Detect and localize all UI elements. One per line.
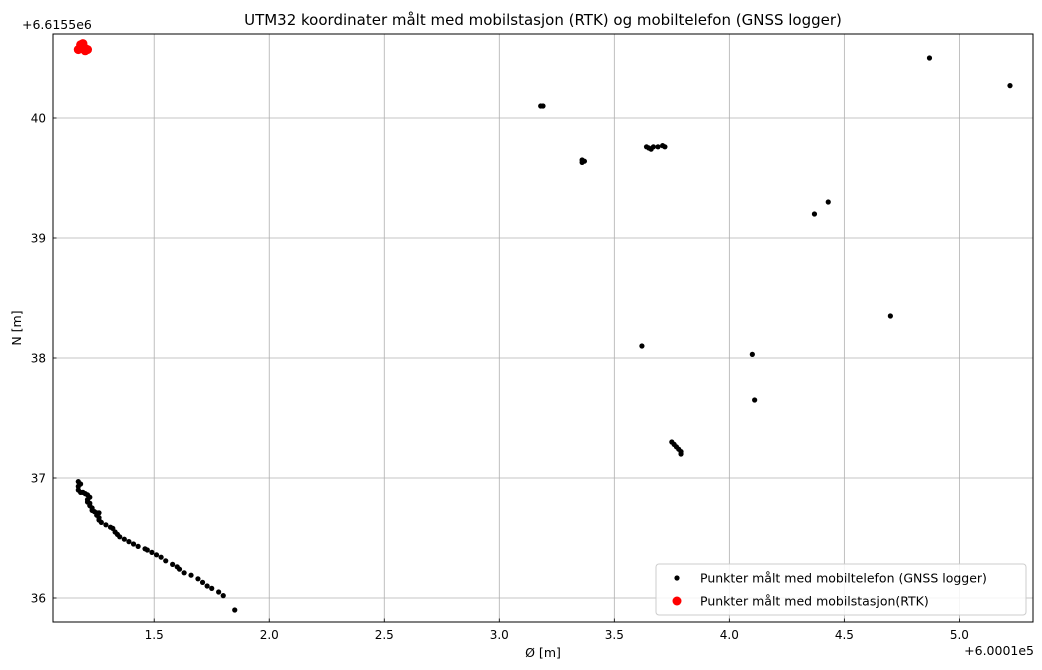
gnss-point [149, 549, 155, 556]
gnss-point [216, 589, 222, 595]
gnss-point [130, 541, 137, 547]
gnss-point [195, 576, 201, 582]
gnss-point [176, 566, 183, 572]
series-1 [73, 39, 93, 56]
legend-marker-rtk [672, 596, 682, 606]
gnss-point [887, 313, 893, 319]
rtk-point [78, 39, 88, 49]
x-tick-label: 4.0 [720, 628, 739, 642]
gnss-point [581, 158, 588, 164]
x-tick-label: 2.5 [375, 628, 394, 642]
gnss-point [158, 554, 164, 560]
gnss-point [220, 593, 226, 599]
y-tick-label: 36 [31, 592, 46, 606]
gnss-point [170, 561, 176, 568]
legend: Punkter målt med mobiltelefon (GNSS logg… [655, 563, 1027, 616]
x-axis-label: Ø [m] [525, 645, 561, 660]
legend-box [655, 563, 1027, 616]
gnss-point [655, 144, 661, 150]
x-tick-label: 2.0 [260, 628, 279, 642]
legend-label-rtk: Punkter målt med mobilstasjon(RTK) [700, 594, 929, 609]
gnss-point [232, 607, 238, 613]
series-0 [75, 55, 1013, 613]
gnss-point [135, 543, 141, 550]
chart-title: UTM32 koordinater målt med mobilstasjon … [244, 11, 842, 29]
gnss-point [181, 570, 187, 576]
y-axis-label: N [m] [9, 310, 24, 345]
x-tick-label: 5.0 [950, 628, 969, 642]
gnss-point [117, 534, 123, 540]
gnss-point [639, 343, 645, 349]
gnss-point [103, 522, 109, 528]
gnss-point [199, 579, 206, 586]
gnss-point [153, 552, 160, 558]
legend-label-gnss: Punkter målt med mobiltelefon (GNSS logg… [700, 571, 987, 586]
x-offset-label: +6.0001e5 [964, 643, 1034, 658]
gnss-point [825, 199, 831, 205]
gnss-point [188, 572, 194, 578]
plot-frame [52, 33, 1034, 623]
gnss-point [144, 547, 150, 553]
gnss-point [749, 351, 755, 357]
y-tick-label: 37 [31, 472, 46, 486]
axis-ticks: 1.5 2.0 2.5 3.0 3.5 4.0 4.5 5.0 36 37 38 39 40 [31, 112, 969, 643]
gnss-point [678, 451, 684, 457]
gnss-point [926, 55, 933, 61]
x-tick-label: 1.5 [145, 628, 164, 642]
grid-lines [53, 34, 1033, 622]
gnss-point [163, 558, 169, 564]
y-tick-label: 40 [31, 112, 46, 126]
gnss-point [75, 483, 81, 489]
gnss-point [209, 585, 215, 592]
gnss-point [98, 519, 104, 526]
y-offset-label: +6.6155e6 [22, 17, 92, 32]
data-points [73, 39, 1013, 613]
gnss-point [752, 397, 758, 403]
gnss-point [1007, 83, 1013, 89]
y-tick-label: 38 [31, 352, 46, 366]
x-tick-label: 3.5 [605, 628, 624, 642]
gnss-point [662, 144, 668, 150]
y-tick-label: 39 [31, 232, 46, 246]
x-tick-label: 3.0 [490, 628, 509, 642]
gnss-point [650, 144, 657, 150]
x-tick-label: 4.5 [835, 628, 854, 642]
gnss-point [126, 539, 132, 545]
legend-marker-gnss [674, 575, 680, 581]
gnss-point [204, 583, 210, 589]
gnss-point [121, 536, 127, 542]
gnss-point [540, 103, 546, 109]
gnss-point [811, 211, 818, 217]
